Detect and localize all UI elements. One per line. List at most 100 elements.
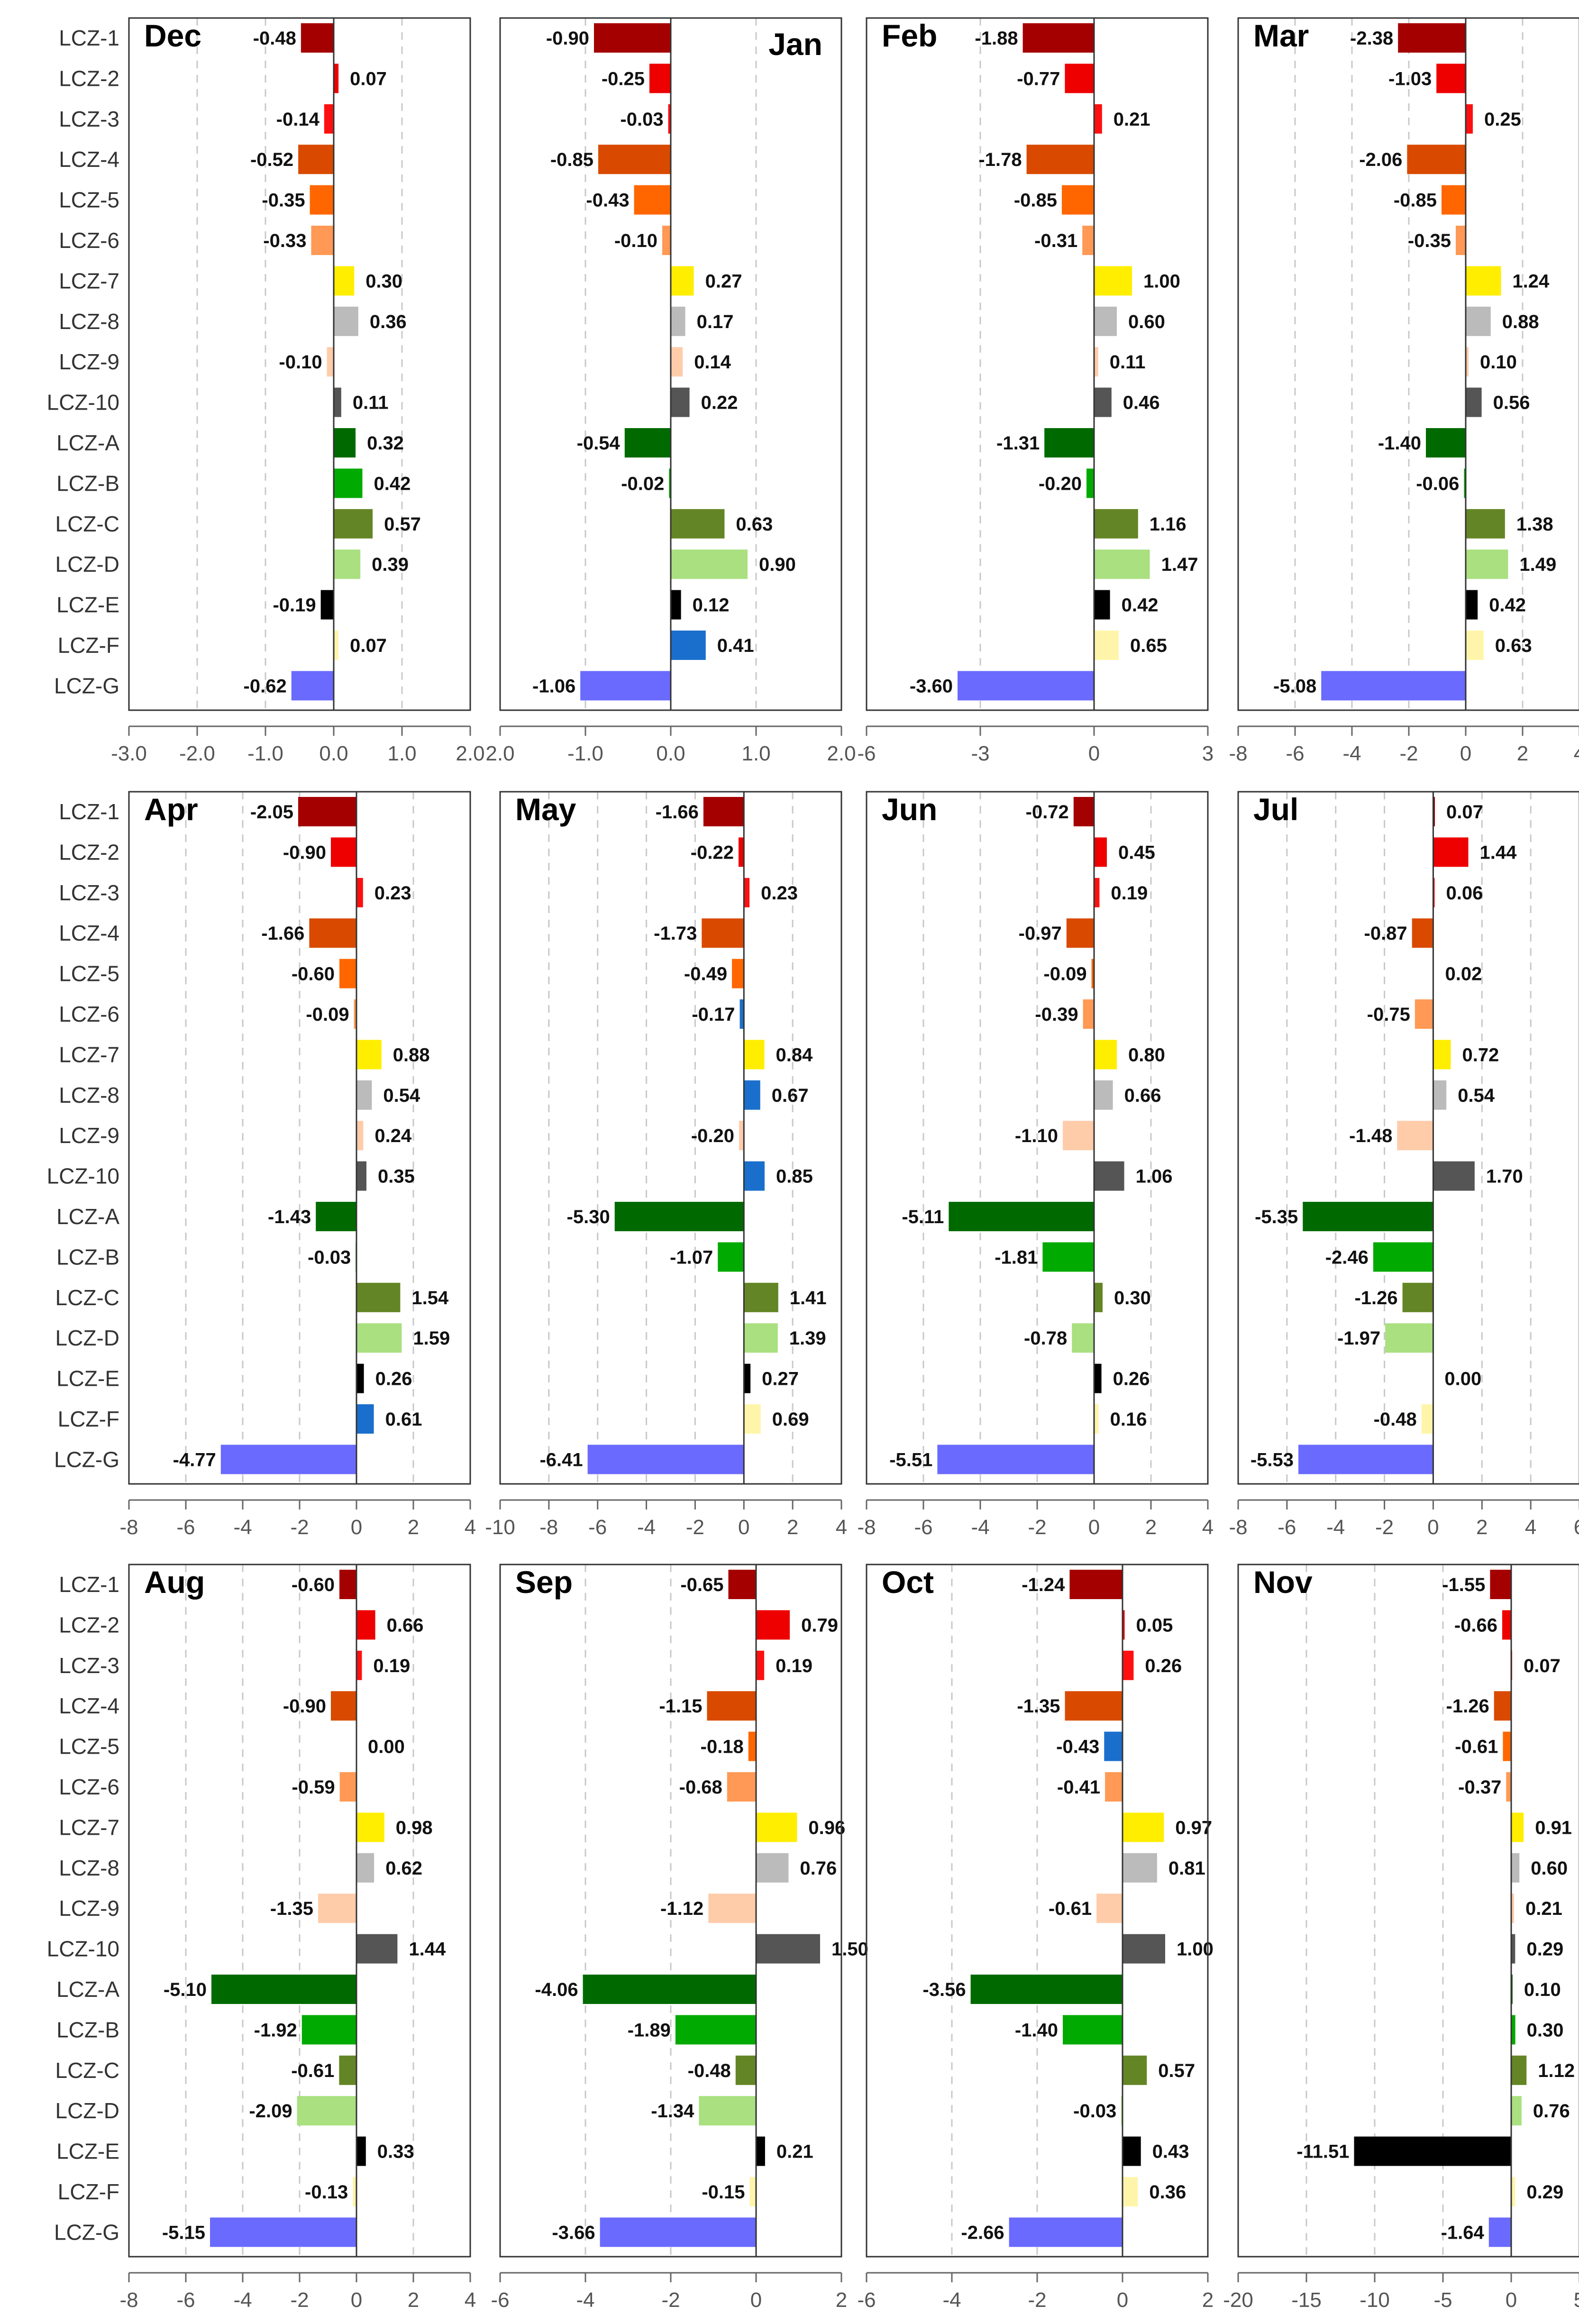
bar-lcz-8 [356,1080,372,1110]
data-label: 0.43 [1152,2141,1189,2162]
panel-frame [866,17,1209,711]
data-label: -0.03 [308,1247,351,1268]
data-label: 1.24 [1512,271,1550,292]
category-label: LCZ-6 [59,1775,119,1799]
bar-lcz-8 [1433,1080,1447,1110]
data-label: -0.61 [1049,1898,1092,1919]
category-label: LCZ-1 [59,1572,119,1597]
category-label: LCZ-C [55,2058,119,2083]
panel-jan: -0.90 -0.25 -0.03 -0.85 -0.43 -0.10 0.27 0.17 0.… [485,17,856,765]
x-tick-label: -6 [857,2288,876,2312]
bar-lcz-1 [1069,1570,1123,1599]
data-label: -0.03 [620,109,663,130]
bar-lcz-e [756,2136,765,2166]
data-label: -0.09 [306,1004,349,1025]
data-label: -0.03 [1073,2101,1116,2122]
category-label: LCZ-C [55,1285,119,1310]
data-label: -0.85 [550,149,593,170]
data-label: 1.41 [790,1288,827,1308]
data-label: -0.18 [701,1737,744,1757]
data-label: -3.60 [910,676,953,696]
x-tick-label: -4 [942,2288,961,2312]
data-label: 0.35 [378,1166,415,1187]
data-label: 1.44 [1479,842,1517,863]
data-label: -0.48 [253,28,296,49]
category-label: LCZ-1 [59,799,119,824]
data-label: -0.60 [292,964,335,985]
data-label: -0.39 [1035,1004,1078,1025]
category-label: LCZ-7 [59,1042,119,1067]
data-label: -0.66 [1454,1615,1497,1636]
data-label: -1.55 [1442,1574,1485,1595]
x-tick-label: -1.0 [247,742,283,765]
data-label: 0.96 [808,1817,845,1838]
x-tick-label: 0 [1117,2288,1128,2312]
category-label: LCZ-6 [59,228,119,253]
panel-apr: LCZ-1 LCZ-2 LCZ-3 LCZ-4 LCZ-5 LCZ-6 LCZ-7 LCZ-8… [47,791,476,1539]
bar-lcz-1 [298,797,356,826]
x-tick-label: 2.0 [456,742,484,765]
data-label: 0.07 [350,68,387,89]
data-label: 0.21 [1114,109,1150,130]
panel-frame [866,1564,1209,2258]
data-label: -1.07 [670,1247,713,1268]
bar-lcz-8 [671,306,685,336]
bar-lcz-9 [1063,1121,1094,1151]
panel-aug: LCZ-1 LCZ-2 LCZ-3 LCZ-4 LCZ-5 LCZ-6 LCZ-7 LCZ-8… [47,1564,476,2312]
data-label: 0.91 [1535,1817,1572,1838]
bar-lcz-6 [354,999,356,1029]
data-label: 0.06 [1446,883,1483,904]
bar-lcz-e [744,1363,751,1393]
category-label: LCZ-6 [59,1002,119,1026]
data-label: 0.76 [1533,2101,1570,2122]
bar-lcz-1 [1073,797,1094,826]
data-label: 0.67 [772,1085,809,1106]
data-label: 0.27 [762,1369,799,1390]
data-label: -1.24 [1022,1574,1065,1595]
bar-lcz-g [587,1445,744,1474]
data-label: 0.10 [1480,352,1517,373]
bar-lcz-2 [756,1610,790,1640]
bar-lcz-1 [728,1570,756,1599]
category-label: LCZ-2 [59,66,119,91]
data-label: 0.42 [1489,595,1526,616]
x-tick-label: 2.0 [827,742,856,765]
bar-lcz-c [735,2055,756,2085]
x-tick-label: 2 [408,2288,419,2312]
data-label: -1.34 [651,2101,694,2122]
category-label: LCZ-7 [59,268,119,293]
data-label: 0.98 [396,1817,433,1838]
x-tick-label: 0 [750,2288,762,2312]
bar-lcz-e [671,590,681,620]
bar-lcz-b [301,2015,356,2045]
bar-lcz-3 [668,104,671,134]
bar-lcz-g [1009,2217,1123,2247]
data-label: -4.06 [535,1979,578,2000]
bar-lcz-7 [671,266,694,296]
data-label: 0.27 [705,271,742,292]
x-tick-label: -6 [914,1516,932,1539]
panel-frame [499,1564,842,2258]
data-label: -5.53 [1250,1449,1294,1470]
panel-title: Jul [1253,792,1298,827]
x-tick-label: 0 [738,1516,749,1539]
data-label: -0.75 [1367,1004,1410,1025]
bar-lcz-8 [334,306,358,336]
x-tick-label: 4 [465,2288,476,2312]
bar-lcz-b [1464,468,1466,498]
panel-frame [1237,1564,1579,2258]
data-label: -5.08 [1273,676,1316,696]
bar-lcz-4 [1407,145,1466,174]
data-label: -1.35 [270,1898,313,1919]
category-label: LCZ-A [56,430,119,455]
data-label: -0.20 [1039,473,1082,494]
bar-lcz-d [744,1323,778,1353]
bar-lcz-6 [1415,999,1433,1029]
data-label: 0.88 [393,1044,430,1065]
bar-lcz-10 [1094,1161,1124,1191]
data-label: -0.35 [262,190,305,211]
bar-lcz-8 [1466,306,1491,336]
bar-lcz-a [614,1202,744,1231]
category-label: LCZ-9 [59,349,119,374]
bar-lcz-e [1123,2136,1141,2166]
